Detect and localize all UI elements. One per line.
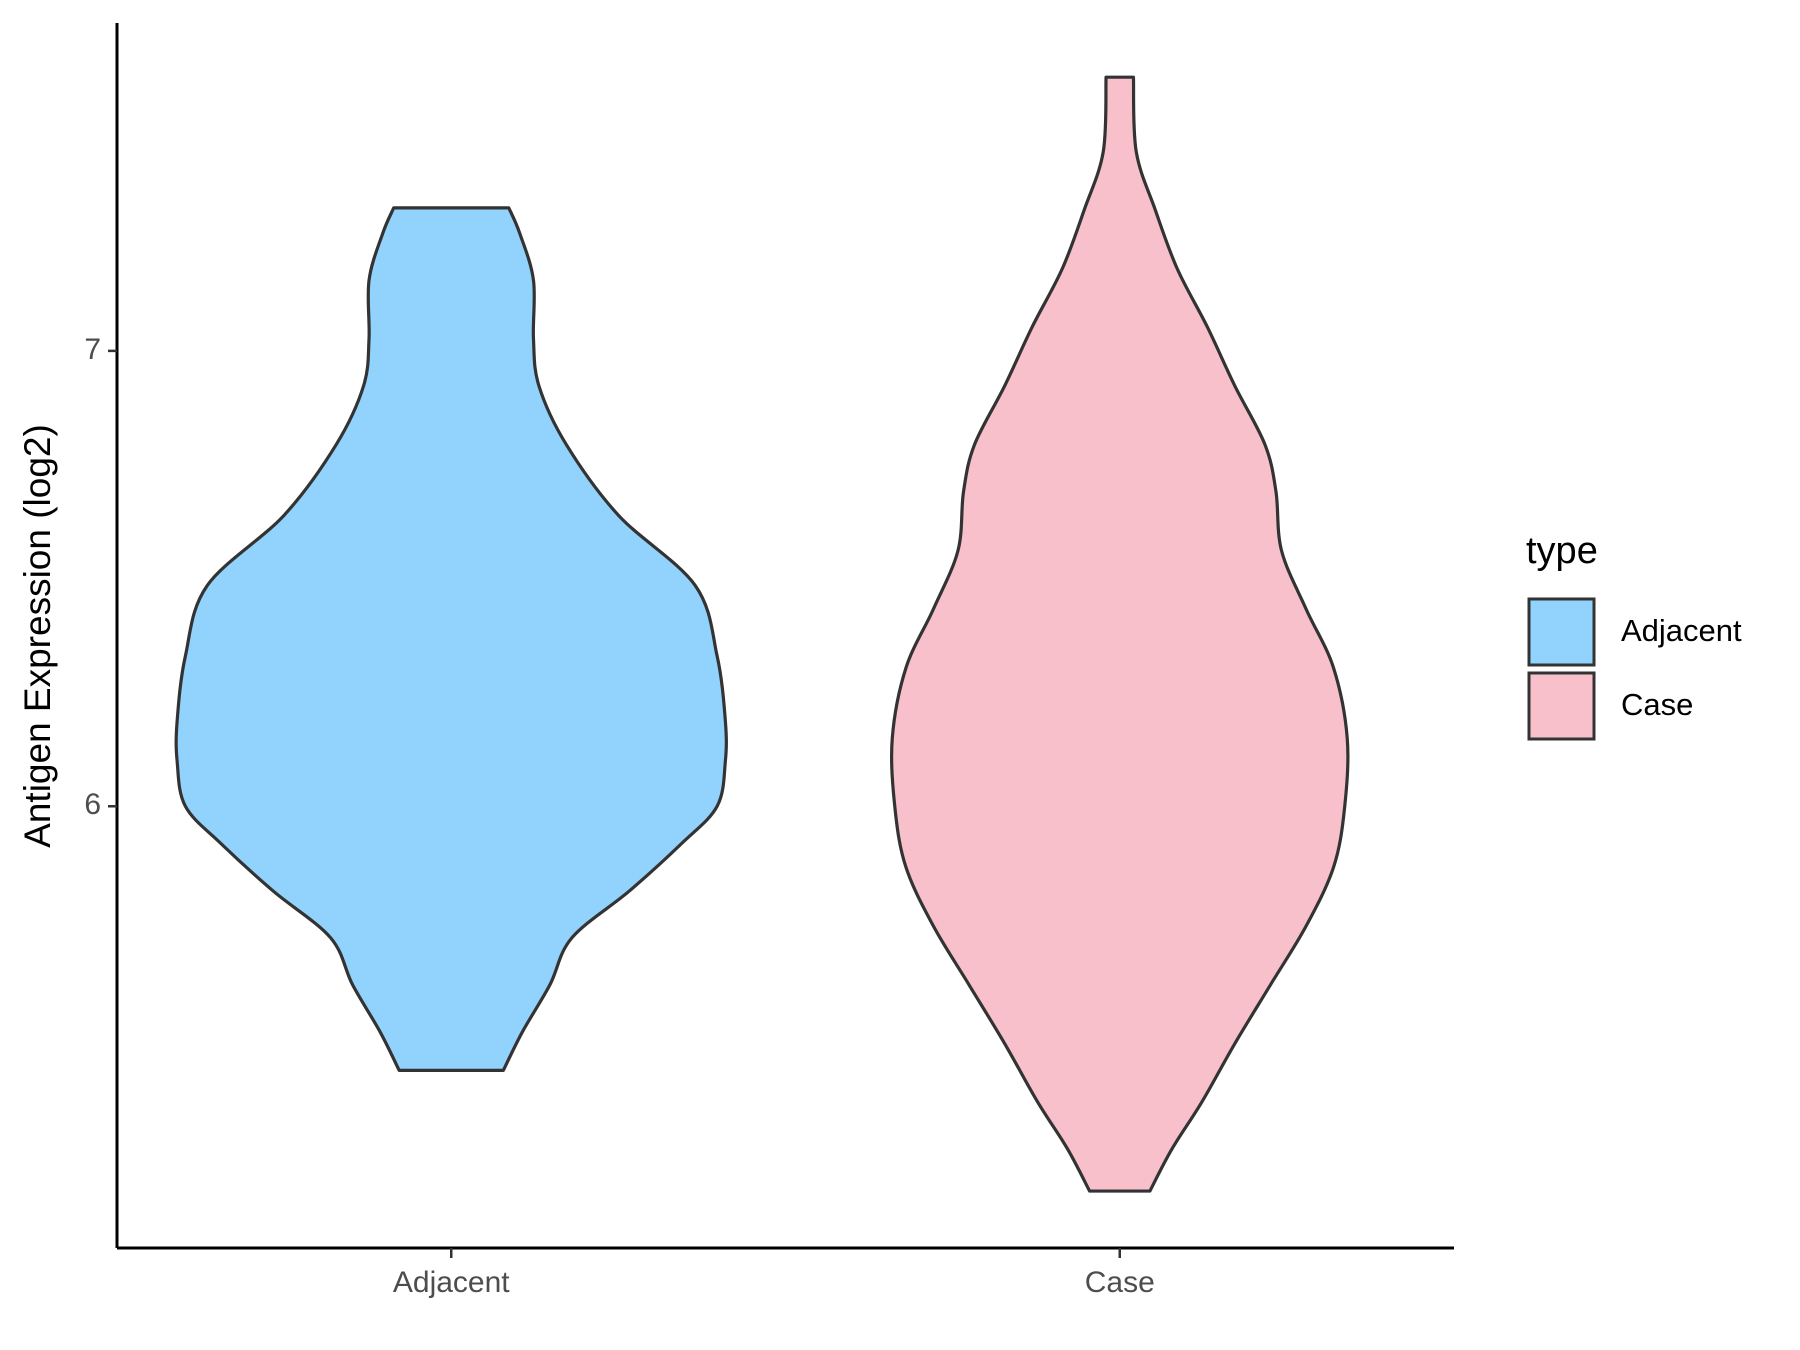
x-tick-label: Adjacent — [393, 1266, 510, 1299]
x-tick-label: Case — [1085, 1266, 1155, 1299]
y-tick-label: 6 — [84, 788, 101, 821]
legend-key — [1527, 597, 1596, 667]
y-tick-label: 7 — [84, 333, 101, 366]
y-axis-title: Antigen Expression (log2) — [17, 424, 58, 848]
violin — [890, 75, 1350, 1193]
legend-label: Case — [1621, 687, 1693, 722]
legend-label: Adjacent — [1621, 613, 1742, 648]
legend-key — [1527, 671, 1596, 741]
violin — [174, 206, 728, 1072]
legend-title: type — [1526, 530, 1598, 572]
